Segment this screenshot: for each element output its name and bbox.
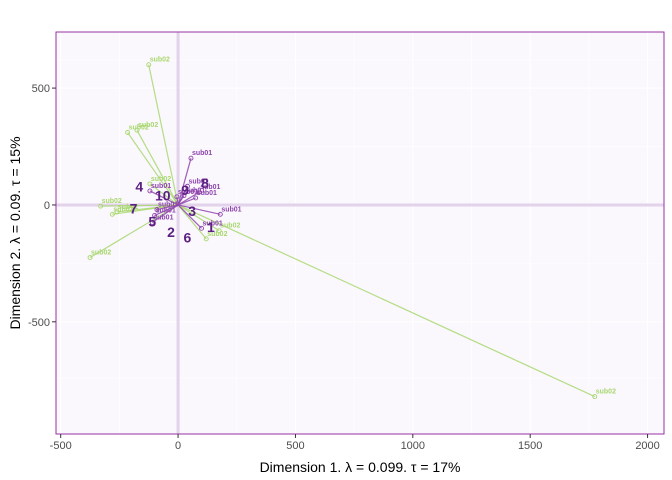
series-sub02-point-label: sub02 [138, 122, 158, 129]
series-sub01-point-label: sub01 [178, 189, 198, 196]
series-sub01-point-label: sub01 [185, 188, 205, 195]
series-sub02-segment [149, 183, 179, 206]
series-sub02-point-label: sub02 [118, 204, 138, 211]
series-sub02-point [109, 211, 115, 217]
series-sub01-point-label: sub01 [203, 220, 223, 227]
series-sub01-point [147, 188, 153, 194]
item-label-2: 2 [167, 224, 175, 240]
series-sub02-point [114, 209, 120, 215]
series-sub02-segment [100, 204, 179, 207]
data-series: sub02sub02sub02sub02sub02sub02sub02sub02… [87, 57, 616, 400]
series-sub02-segment [89, 204, 179, 259]
series-sub02-point-label: sub02 [102, 198, 122, 205]
series-sub01-point [181, 193, 187, 199]
series-sub02-segment [136, 129, 179, 206]
series-sub02-point [592, 394, 598, 400]
x-tick-label: 2000 [635, 440, 659, 452]
series-sub02-point-label: sub02 [220, 223, 240, 230]
series-sub01-point [217, 211, 223, 217]
series-sub01-segment [177, 158, 192, 206]
x-axis-title: Dimension 1. λ = 0.099. τ = 17% [260, 459, 461, 475]
series-sub02-segment [148, 64, 179, 206]
series-sub01-segment [149, 190, 179, 206]
series-sub01-point-label: sub01 [197, 190, 217, 197]
series-sub01-point [185, 183, 190, 189]
series-sub01-point [149, 220, 155, 225]
series-sub02-segment [177, 204, 207, 240]
x-tick-label: 1000 [401, 440, 425, 452]
panel-background [56, 32, 664, 434]
item-label-4: 4 [135, 178, 143, 194]
series-sub01-point [154, 207, 160, 213]
item-label-8: 8 [201, 175, 209, 191]
series-sub01-point-label: sub01 [158, 202, 178, 209]
series-sub01-segment [154, 204, 179, 217]
series-sub02-point [146, 62, 152, 68]
series-sub02-point-label: sub02 [150, 57, 170, 64]
series-sub01-segment [156, 204, 179, 211]
series-sub02-point [98, 203, 104, 209]
series-sub01-segment [176, 196, 179, 206]
series-sub02-segment [177, 204, 595, 398]
item-label-10: 10 [155, 188, 171, 204]
series-sub01-segment [151, 204, 179, 223]
series-sub01-segment [177, 204, 221, 215]
item-label-5: 5 [148, 213, 156, 229]
item-label-7: 7 [130, 200, 138, 216]
series-sub02-point-label: sub02 [113, 206, 133, 213]
series-sub02-point [134, 127, 140, 133]
series-sub02-point-label: sub02 [91, 250, 111, 257]
series-sub01-segment [177, 204, 202, 229]
series-sub01-point-label: sub01 [153, 214, 173, 221]
series-sub02-point [203, 236, 209, 242]
y-tick-label: 500 [32, 83, 50, 95]
series-sub01-point [199, 225, 204, 231]
series-sub02: sub02sub02sub02sub02sub02sub02sub02sub02… [87, 57, 616, 400]
series-sub01-point-label: sub01 [151, 183, 171, 190]
series-sub02-point [125, 130, 131, 135]
item-label-9: 9 [181, 182, 189, 198]
panel-border [55, 31, 665, 435]
series-sub01-segment [177, 191, 200, 206]
x-tick-label: 1500 [518, 440, 542, 452]
series-sub02-segment [112, 204, 179, 215]
series-sub02-point [87, 255, 93, 260]
item-label-3: 3 [188, 203, 196, 219]
series-sub02-point-label: sub02 [596, 389, 616, 396]
axes: -500 0 500 1000 1500 2000 -500 0 500 [28, 83, 660, 452]
y-tick-label: -500 [28, 317, 50, 329]
series-sub01-point [174, 194, 180, 200]
series-sub01-point [193, 195, 199, 201]
item-label-1: 1 [207, 219, 215, 235]
series-sub01-segment [177, 197, 196, 206]
series-sub02-point-label: sub02 [129, 125, 149, 132]
x-tick-label: -500 [50, 440, 72, 452]
series-sub01-point-label: sub01 [156, 207, 176, 214]
x-tick-label: 500 [286, 440, 304, 452]
series-sub01-point-label: sub01 [188, 178, 208, 185]
y-axis-title: Dimension 2. λ = 0.09. τ = 15% [7, 136, 23, 329]
series-sub02-segment [127, 132, 179, 206]
y-tick-label: 0 [44, 200, 50, 212]
series-sub02-segment [177, 204, 220, 232]
series-sub02-point-label: sub02 [207, 231, 227, 238]
series-sub01-point [152, 213, 158, 218]
series-sub01: sub01sub01sub01sub01sub01sub01sub01sub01… [147, 150, 242, 231]
series-sub02-point-label: sub02 [151, 176, 171, 183]
item-label-6: 6 [184, 230, 192, 246]
x-tick-label: 0 [175, 440, 181, 452]
series-sub02-point [216, 228, 222, 234]
series-sub02-point [147, 181, 153, 187]
series-sub01-point [188, 155, 194, 161]
series-sub01-point-label: sub01 [192, 150, 212, 157]
series-sub01-point [196, 189, 202, 195]
series-sub01-point-label: sub01 [221, 206, 241, 213]
series-sub01-point-label: sub01 [200, 184, 220, 191]
